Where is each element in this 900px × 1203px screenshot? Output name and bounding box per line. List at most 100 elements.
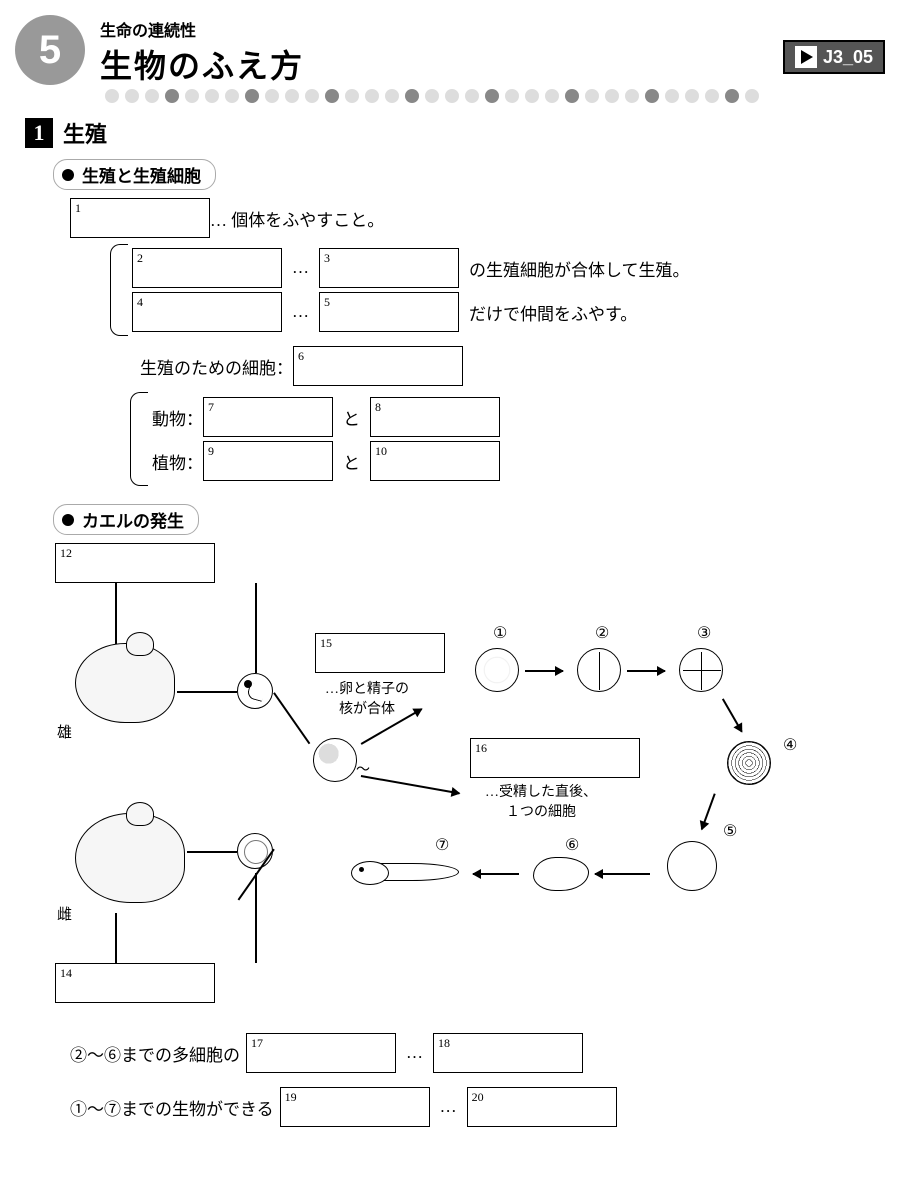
text-1: … 個体をふやすこと。	[210, 206, 384, 231]
ellipsis: …	[292, 302, 309, 322]
blank-10[interactable]: 10	[370, 441, 500, 481]
text-3a: の生殖細胞が合体して生殖。	[469, 256, 690, 281]
blank-9[interactable]: 9	[203, 441, 333, 481]
brace-stack-2: 動物： 7 と 8 植物： 9 と 10	[152, 393, 500, 485]
row-blank-1: 1 … 個体をふやすこと。	[70, 198, 885, 238]
stage-num-7: ⑦	[435, 835, 449, 855]
connector-line	[115, 913, 117, 963]
text-and-2: と	[343, 449, 360, 474]
blank-2[interactable]: 2	[132, 248, 282, 288]
sperm-circle	[237, 673, 273, 709]
connector-line	[255, 873, 257, 963]
frog-development-diagram: 11 12 13 14 雄 雌 15 …卵と精子の 核が合体 ～ 16 …受精し…	[55, 543, 855, 1053]
blank-1[interactable]: 1	[70, 198, 210, 238]
page-title: 生物のふえ方	[100, 41, 304, 87]
supertitle: 生命の連続性	[100, 17, 304, 41]
blank-3[interactable]: 3	[319, 248, 459, 288]
section-1-head: 1 生殖	[25, 117, 885, 149]
row-blank-6: 生殖のための細胞： 6	[140, 346, 885, 386]
connector-line	[177, 691, 237, 693]
stage-num-1: ①	[493, 623, 507, 643]
chapter-number: 5	[39, 28, 61, 73]
egg-circle	[237, 833, 273, 869]
row-blank-2-3: 2 … 3 の生殖細胞が合体して生殖。	[132, 248, 690, 288]
tadpole-drawing	[351, 855, 461, 889]
subhead-2: カエルの発生	[53, 504, 885, 535]
stage-num-5: ⑤	[723, 821, 737, 841]
blank-14[interactable]: 14	[55, 963, 215, 1003]
brace-icon	[130, 392, 148, 486]
arrow-icon	[361, 775, 460, 794]
ellipsis: …	[292, 258, 309, 278]
lesson-code-badge: J3_05	[783, 40, 885, 74]
caption-zygote: …受精した直後、 １つの細胞	[485, 781, 597, 821]
subhead-1-pill: 生殖と生殖細胞	[53, 159, 216, 190]
stage-num-6: ⑥	[565, 835, 579, 855]
embryo-stage-2	[577, 648, 621, 692]
sub1-content: 1 … 個体をふやすこと。 2 … 3 の生殖細胞が合体して生殖。 4 … 5	[70, 198, 885, 486]
text-plant: 植物：	[152, 449, 203, 474]
connector-line	[255, 583, 257, 673]
text-4: 生殖のための細胞：	[140, 354, 293, 379]
row-plant: 植物： 9 と 10	[152, 441, 500, 481]
zygote-drawing: ～	[313, 738, 357, 782]
label-male: 雄	[57, 721, 72, 742]
ellipsis: …	[440, 1097, 457, 1117]
bullet-icon	[62, 514, 74, 526]
brace-group-2: 動物： 7 と 8 植物： 9 と 10	[130, 392, 885, 486]
connector-line	[273, 693, 310, 745]
frog-female-drawing	[75, 813, 185, 903]
bullet-icon	[62, 169, 74, 181]
brace-stack-1: 2 … 3 の生殖細胞が合体して生殖。 4 … 5 だけで仲間をふやす。	[132, 244, 690, 336]
dot-row-decor	[105, 89, 885, 103]
row-bottom-2: ①～⑦までの生物ができる 19 … 20	[70, 1087, 885, 1127]
stage-num-4: ④	[783, 735, 797, 755]
embryo-stage-5	[667, 841, 717, 891]
lesson-code: J3_05	[823, 47, 873, 68]
row-blank-4-5: 4 … 5 だけで仲間をふやす。	[132, 292, 690, 332]
blank-12[interactable]: 12	[55, 543, 215, 583]
worksheet-header: 5 生命の連続性 生物のふえ方 J3_05	[15, 15, 885, 87]
embryo-stage-6	[533, 857, 589, 891]
arrow-icon	[595, 873, 650, 875]
chapter-number-circle: 5	[15, 15, 85, 85]
text-bottom-2: ①～⑦までの生物ができる	[70, 1095, 274, 1120]
subhead-2-pill: カエルの発生	[53, 504, 199, 535]
connector-line	[187, 851, 237, 853]
title-block: 生命の連続性 生物のふえ方	[100, 17, 304, 87]
arrow-icon	[473, 873, 519, 875]
blank-6[interactable]: 6	[293, 346, 463, 386]
blank-8[interactable]: 8	[370, 397, 500, 437]
stage-num-2: ②	[595, 623, 609, 643]
blank-15[interactable]: 15	[315, 633, 445, 673]
blank-20[interactable]: 20	[467, 1087, 617, 1127]
play-icon	[795, 46, 817, 68]
brace-group-1: 2 … 3 の生殖細胞が合体して生殖。 4 … 5 だけで仲間をふやす。	[110, 244, 885, 336]
embryo-stage-4	[727, 741, 771, 785]
blank-16[interactable]: 16	[470, 738, 640, 778]
brace-icon	[110, 244, 128, 336]
blank-17[interactable]: 17	[246, 1033, 396, 1073]
section-number: 1	[25, 118, 53, 148]
text-and-1: と	[343, 405, 360, 430]
blank-4[interactable]: 4	[132, 292, 282, 332]
blank-5[interactable]: 5	[319, 292, 459, 332]
blank-7[interactable]: 7	[203, 397, 333, 437]
row-animal: 動物： 7 と 8	[152, 397, 500, 437]
arrow-icon	[627, 670, 665, 672]
text-animal: 動物：	[152, 405, 203, 430]
subhead-2-title: カエルの発生	[82, 507, 184, 532]
blank-19[interactable]: 19	[280, 1087, 430, 1127]
text-3b: だけで仲間をふやす。	[469, 300, 637, 325]
subhead-1: 生殖と生殖細胞	[53, 159, 885, 190]
arrow-icon	[701, 793, 715, 829]
embryo-stage-3	[679, 648, 723, 692]
stage-num-3: ③	[697, 623, 711, 643]
label-female: 雌	[57, 903, 72, 924]
arrow-icon	[525, 670, 563, 672]
caption-fertilization: …卵と精子の 核が合体	[325, 678, 409, 718]
subhead-1-title: 生殖と生殖細胞	[82, 162, 201, 187]
embryo-stage-1	[475, 648, 519, 692]
blank-18[interactable]: 18	[433, 1033, 583, 1073]
frog-male-drawing	[75, 643, 175, 723]
